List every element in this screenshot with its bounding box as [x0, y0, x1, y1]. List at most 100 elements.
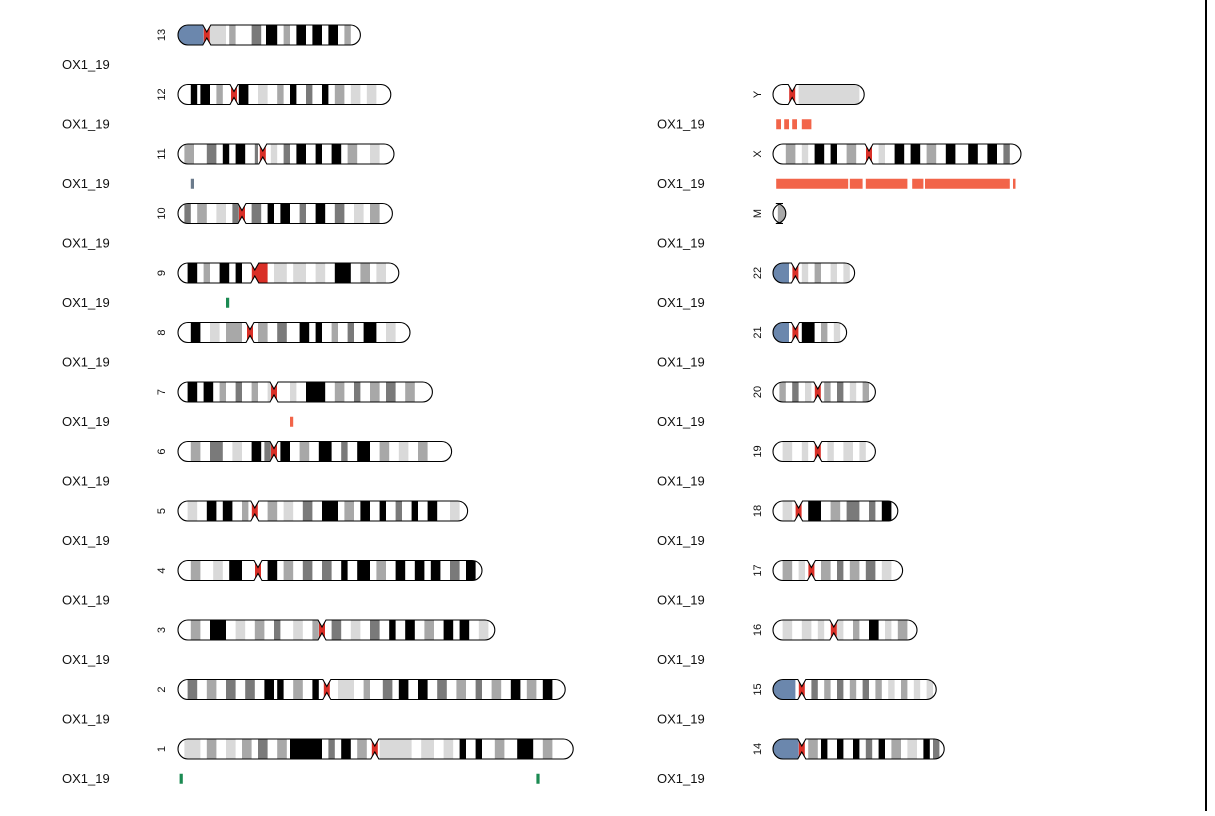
band-gpos25: [843, 441, 853, 462]
ideogram-outline: [772, 500, 899, 522]
ideogram-outline: [772, 559, 904, 582]
band-gpos50: [216, 84, 223, 105]
band-gpos50: [203, 263, 210, 283]
band-gpos100: [219, 263, 230, 283]
band-gpos25: [258, 84, 268, 105]
band-gpos100: [357, 560, 370, 581]
band-gpos100: [475, 739, 482, 759]
band-gpos50: [779, 382, 786, 402]
band-gpos25: [267, 382, 274, 402]
band-gpos50: [283, 25, 290, 45]
band-gpos100: [290, 84, 297, 105]
band-gpos25: [235, 620, 246, 640]
band: [773, 620, 917, 640]
band-gpos75: [232, 203, 239, 224]
band-gpos25: [226, 739, 236, 759]
band-gpos50: [862, 382, 869, 402]
chromosome-12: 12 OX1_19: [62, 83, 392, 131]
chromosome-M: M OX1_19: [657, 202, 787, 250]
band-gpos100: [443, 620, 454, 640]
ideogram-outline: [772, 440, 876, 463]
band-gpos75: [306, 84, 313, 105]
band-gpos50: [344, 501, 354, 521]
centromere: [251, 501, 258, 521]
band-gpos100: [341, 739, 351, 759]
band-gpos25: [801, 620, 812, 640]
band-gpos50: [277, 84, 284, 105]
band-gpos75: [210, 441, 223, 462]
ideogram-outline: [177, 500, 469, 522]
centromere: [798, 739, 805, 759]
band-gpos75: [354, 382, 361, 402]
chromosome-label: 1: [156, 746, 168, 752]
chromosome-8: 8 OX1_19: [62, 321, 411, 369]
band-gpos25: [370, 144, 380, 164]
band-gpos75: [302, 501, 313, 521]
chromosome-16: 16 OX1_19: [657, 619, 918, 667]
band-gpos25: [232, 441, 242, 462]
band-gpos25: [293, 620, 303, 640]
ideogram-outline: [177, 202, 393, 225]
band-gpos25: [849, 382, 857, 402]
band-gpos75: [283, 144, 290, 164]
band-gpos100: [427, 501, 438, 521]
band-gpos100: [280, 441, 290, 462]
band-gpos25: [782, 620, 793, 640]
band-gpos25: [283, 501, 294, 521]
band-gpos100: [267, 560, 278, 581]
ideogram-outline: [177, 619, 496, 641]
chromosome-label: 20: [752, 386, 764, 398]
band-gpos75: [475, 679, 482, 700]
band-gpos50: [370, 203, 380, 224]
band-gpos100: [210, 620, 226, 640]
chromosome-15: 15 OX1_19: [657, 678, 937, 726]
chromosome-22: 22 OX1_19: [657, 262, 856, 310]
track-label: OX1_19: [62, 354, 110, 369]
band-gpos75: [862, 679, 869, 700]
band-gpos100: [923, 739, 930, 759]
track-label: OX1_19: [657, 295, 705, 310]
band-gpos50: [251, 382, 258, 402]
track-mark: [801, 119, 812, 130]
band-gpos50: [814, 263, 821, 283]
band-gpos25: [350, 84, 361, 105]
band-gpos50: [418, 441, 428, 462]
band-gpos100: [517, 739, 534, 759]
band-gpos25: [443, 739, 454, 759]
centromere: [271, 441, 277, 462]
band-gpos100: [357, 441, 370, 462]
track-label: OX1_19: [657, 116, 705, 131]
band-gpos50: [312, 620, 319, 640]
track-mark: [865, 178, 908, 189]
chromosome-11: 11 OX1_19: [62, 143, 395, 191]
ideogram-outline: [177, 381, 433, 403]
band-gpos50: [357, 739, 367, 759]
band-gpos50: [846, 144, 857, 164]
band-gpos50: [782, 560, 793, 581]
band-gpos100: [379, 501, 386, 521]
band-gpos25: [398, 441, 409, 462]
track-label: OX1_19: [62, 473, 110, 488]
band-gpos100: [251, 441, 262, 462]
band-gpos50: [363, 679, 370, 700]
band-gpos50: [849, 560, 860, 581]
track-label: OX1_19: [657, 414, 705, 429]
band-gpos75: [334, 203, 345, 224]
band-gpos25: [379, 739, 412, 759]
band-gpos75: [450, 560, 460, 581]
track-mark: [912, 178, 924, 189]
band-gpos50: [853, 620, 860, 640]
track-label: OX1_19: [62, 176, 110, 191]
ideogram-outline: [772, 202, 787, 225]
band-gpos100: [312, 679, 319, 700]
band-gpos50: [347, 144, 358, 164]
band-gpos50: [229, 25, 236, 45]
band-gpos50: [190, 620, 201, 640]
band-gpos50: [370, 382, 380, 402]
centromere: [251, 263, 258, 283]
chromosome-13: 13 OX1_19: [62, 24, 361, 72]
track-mark: [179, 773, 183, 784]
band-gpos50: [184, 144, 194, 164]
band-gpos100: [296, 144, 306, 164]
band-gpos25: [885, 620, 892, 640]
